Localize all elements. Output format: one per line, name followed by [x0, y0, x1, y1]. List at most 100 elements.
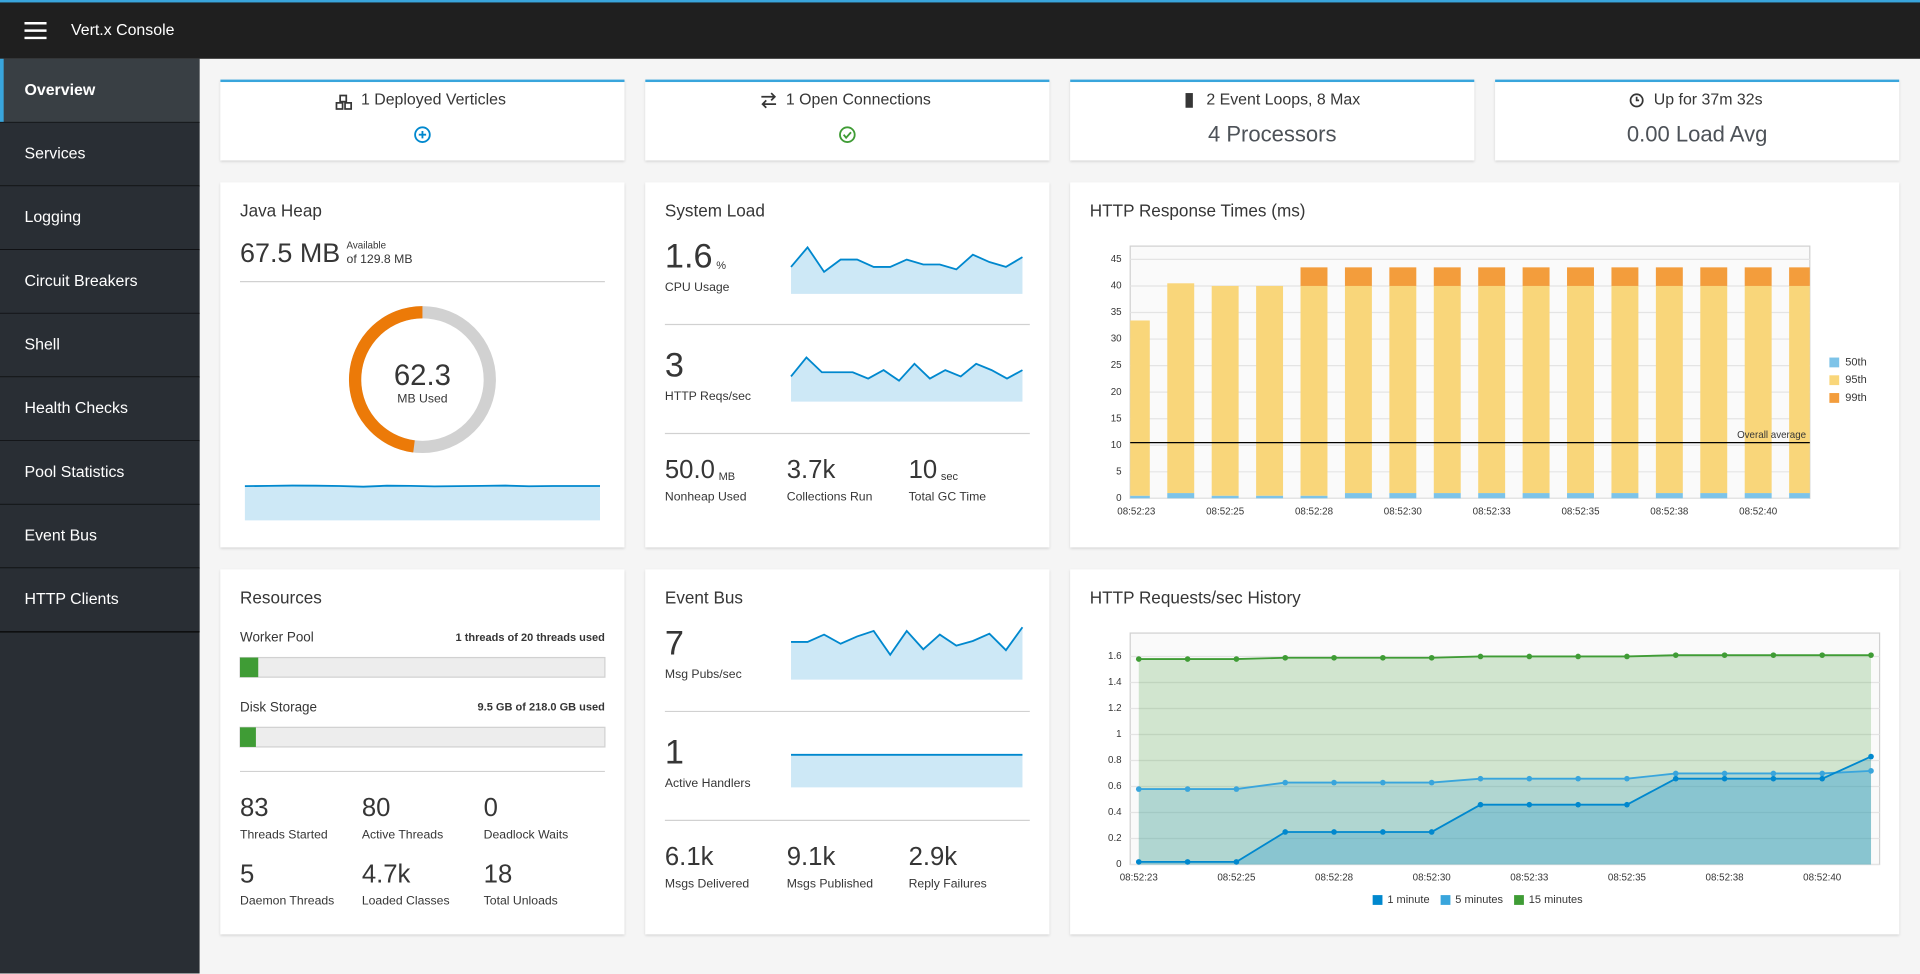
nav-active-bar — [0, 58, 4, 123]
nav-item[interactable] — [0, 249, 200, 314]
bar-segment — [1567, 267, 1594, 286]
nav-label: Logging — [24, 209, 81, 226]
series-point — [1428, 779, 1435, 786]
bar-segment — [1300, 285, 1328, 496]
card — [220, 79, 625, 161]
card — [645, 182, 1050, 548]
legend-label: 5 minutes — [1455, 894, 1503, 906]
x-tick-label: 08:52:38 — [1650, 506, 1689, 517]
series-point — [1184, 656, 1191, 662]
card-accent — [220, 79, 625, 83]
series-point — [1428, 829, 1435, 835]
series-point — [1770, 770, 1777, 777]
nav-label: Overview — [24, 82, 95, 99]
donut-label: MB Used — [397, 391, 448, 405]
x-tick-label: 08:52:30 — [1413, 873, 1452, 884]
x-tick-label: 08:52:35 — [1608, 873, 1647, 884]
stat-label: Active Threads — [362, 827, 443, 841]
card-accent — [1495, 79, 1900, 83]
nav-item[interactable] — [0, 122, 200, 187]
card — [220, 569, 625, 935]
bar-segment — [1700, 285, 1728, 494]
icon-chip — [1185, 93, 1193, 108]
legend-swatch — [1514, 895, 1524, 905]
bar-segment — [1700, 493, 1728, 499]
sparkline — [791, 626, 1024, 657]
series-line — [1138, 755, 1872, 863]
bar-segment — [1789, 267, 1810, 286]
series-line — [1138, 769, 1872, 790]
heap-available: of 129.8 MB — [347, 252, 413, 266]
card — [1070, 79, 1475, 161]
bar-segment — [1256, 495, 1284, 499]
series-point — [1135, 786, 1142, 792]
y-tick-label: 0.2 — [1108, 833, 1122, 844]
series-point — [1624, 653, 1630, 660]
nav-item[interactable] — [0, 313, 200, 378]
series-point — [1428, 654, 1435, 661]
x-tick-label: 08:52:35 — [1561, 506, 1600, 517]
sparkline-area — [791, 754, 1023, 788]
y-tick-label: 1.6 — [1108, 651, 1122, 662]
x-tick-label: 08:52:23 — [1117, 506, 1156, 517]
x-tick-label: 08:52:28 — [1315, 873, 1354, 884]
stat-value: 0 — [484, 794, 498, 822]
nav-item[interactable] — [0, 504, 200, 569]
menu-toggle[interactable] — [20, 17, 52, 44]
series-line — [1138, 654, 1872, 660]
card-title: System Load — [665, 200, 765, 220]
card-accent — [1070, 79, 1475, 83]
summary-value: 4 Processors — [1208, 122, 1337, 147]
status-add-plus — [418, 131, 427, 139]
progress-track — [239, 726, 606, 748]
series-point — [1135, 656, 1142, 662]
metric-label: CPU Usage — [665, 280, 730, 294]
series-point — [1770, 775, 1777, 782]
series-point — [1526, 653, 1533, 660]
y-tick-label: 5 — [1116, 466, 1122, 477]
nav-item[interactable] — [0, 186, 200, 250]
stat-value: 6.1k — [665, 843, 714, 871]
resource-usage: 9.5 GB of 218.0 GB used — [478, 702, 605, 714]
bar-segment — [1256, 285, 1284, 496]
metric-label: Msg Pubs/sec — [665, 667, 742, 681]
bar-segment — [1344, 267, 1372, 286]
nav-item[interactable] — [0, 58, 200, 123]
series-point — [1184, 859, 1191, 865]
series-point — [1331, 779, 1337, 786]
bar-segment — [1744, 285, 1772, 494]
icon-clock-hand — [1635, 96, 1640, 102]
status-add — [414, 126, 431, 143]
bar-segment — [1300, 495, 1328, 499]
series-point — [1380, 654, 1386, 661]
bar-segment — [1567, 285, 1594, 494]
stat-value: 50.0 — [665, 456, 715, 484]
donut-value: 62.3 — [394, 359, 451, 392]
stat-unit: MB — [719, 471, 736, 483]
series-point — [1672, 775, 1679, 782]
legend-label: 50th — [1845, 356, 1866, 368]
bar-segment — [1300, 267, 1328, 286]
icon-cube — [335, 102, 344, 110]
sparkline — [790, 356, 1023, 382]
nav-label: HTTP Clients — [24, 591, 118, 608]
legend-swatch — [1372, 895, 1383, 905]
nav-item[interactable] — [0, 377, 200, 441]
series-point — [1380, 779, 1386, 786]
nav-item[interactable] — [0, 568, 200, 632]
x-tick-label: 08:52:25 — [1206, 506, 1245, 517]
bar-segment — [1211, 495, 1239, 499]
stat-label: Msgs Delivered — [665, 876, 750, 890]
y-tick-label: 0 — [1116, 493, 1122, 504]
progress-bar — [240, 727, 256, 747]
metric-value: 3 — [665, 346, 684, 384]
bar-segment — [1389, 285, 1417, 494]
series-point — [1135, 859, 1142, 865]
y-tick-label: 0.8 — [1108, 755, 1122, 766]
nav-item[interactable] — [0, 440, 200, 505]
bar-segment — [1130, 495, 1150, 499]
y-tick-label: 1.2 — [1108, 703, 1122, 714]
heap-available-label: Available — [347, 241, 387, 252]
bar-segment — [1478, 267, 1506, 286]
x-tick-label: 08:52:38 — [1706, 873, 1745, 884]
